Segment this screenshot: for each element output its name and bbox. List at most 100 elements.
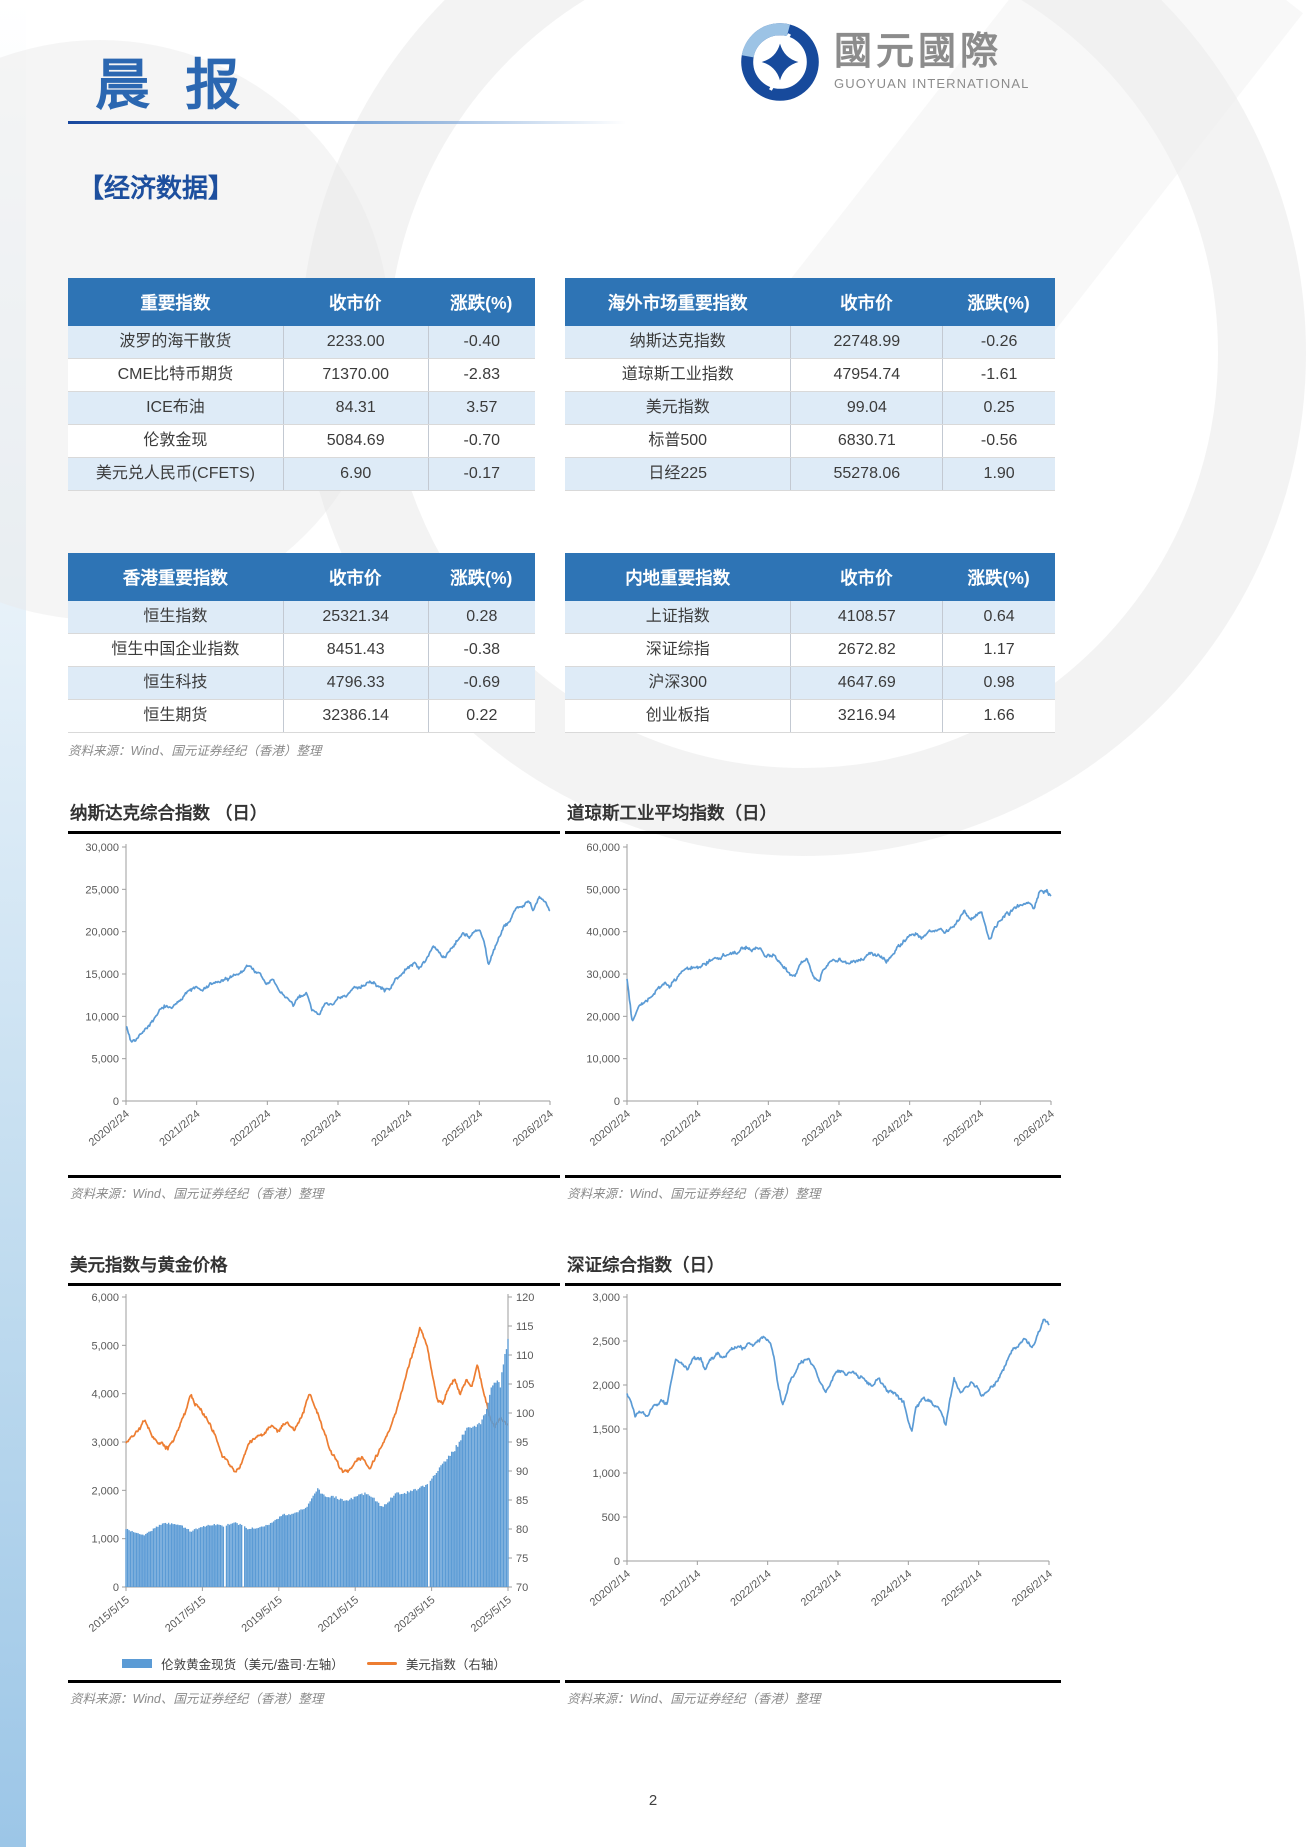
table-header-cell: 涨跌(%) [967,292,1030,313]
table-cell: 4796.33 [282,667,428,699]
table-cell: 恒生期货 [143,707,208,724]
table-cell: 波罗的海干散货 [119,333,232,350]
svg-text:6,000: 6,000 [91,1292,119,1304]
table-cell: 4647.69 [790,667,942,699]
table-cell: 99.04 [790,392,942,424]
table-row: 美元指数 99.04 0.25 [565,392,1055,425]
svg-text:2024/2/24: 2024/2/24 [369,1108,414,1149]
table-cell: -0.70 [427,425,535,457]
table-cell: 22748.99 [790,326,942,358]
table-row: 上证指数 4108.57 0.64 [565,601,1055,634]
table-cell: 84.31 [282,392,428,424]
table-row: 日经225 55278.06 1.90 [565,458,1055,491]
svg-text:2022/2/24: 2022/2/24 [729,1108,774,1149]
chart-bottom-rule [565,1680,1061,1683]
svg-text:2024/2/14: 2024/2/14 [869,1568,914,1609]
svg-text:0: 0 [614,1096,620,1108]
table-cell: 上证指数 [645,608,710,625]
left-gradient-band [0,0,26,1847]
table-cell: -0.40 [427,326,535,358]
chart-source-note: 资料来源：Wind、国元证券经纪（香港）整理 [70,1692,324,1706]
svg-text:110: 110 [516,1350,534,1362]
svg-text:75: 75 [516,1553,528,1565]
table-cell: 伦敦金现 [143,432,208,449]
svg-text:2025/2/14: 2025/2/14 [939,1568,984,1609]
chart-title-rule [68,831,560,834]
chart-title-rule [68,1283,560,1286]
svg-text:1,500: 1,500 [592,1424,620,1436]
svg-text:120: 120 [516,1292,534,1304]
gold-usd-chart-block: 美元指数与黄金价格 0 1,000 2,000 3,000 4,000 5,000 6,00… [68,1250,560,1712]
svg-text:2023/5/15: 2023/5/15 [392,1594,437,1635]
table-cell: -0.17 [427,458,535,490]
svg-text:2020/2/24: 2020/2/24 [588,1108,633,1149]
chart-title-szse: 深证综合指数（日） [567,1255,725,1275]
table-cell: 1.90 [942,458,1055,490]
table-row: 美元兑人民币(CFETS) 6.90 -0.17 [68,458,535,491]
table-cell: 0.28 [427,601,535,633]
index-table-1: 海外市场重要指数 收市价 涨跌(%) 纳斯达克指数 22748.99 -0.26 道琼斯工业… [565,278,1055,491]
table-header-row: 香港重要指数 收市价 涨跌(%) [68,553,535,601]
table-row: CME比特币期货 71370.00 -2.83 [68,359,535,392]
table-row: 伦敦金现 5084.69 -0.70 [68,425,535,458]
svg-text:2025/2/24: 2025/2/24 [440,1108,485,1149]
svg-text:500: 500 [602,1512,620,1524]
table-header-cell: 收市价 [328,567,382,588]
gold-usd-combo-chart: 0 1,000 2,000 3,000 4,000 5,000 6,000 70 75 80 85 9… [87,1292,535,1635]
svg-text:1,000: 1,000 [592,1468,620,1480]
svg-text:2021/2/14: 2021/2/14 [658,1568,703,1609]
svg-text:2025/2/24: 2025/2/24 [941,1108,986,1149]
table-row: 恒生期货 32386.14 0.22 [68,700,535,733]
dow-chart-block: 道琼斯工业平均指数（日） 0 10,000 20,000 30,000 40,000 50… [565,798,1061,1210]
svg-text:50,000: 50,000 [586,884,620,896]
table-cell: 25321.34 [282,601,428,633]
svg-text:2015/5/15: 2015/5/15 [87,1594,132,1635]
table-header-cell: 香港重要指数 [122,567,228,588]
svg-text:1,000: 1,000 [91,1534,119,1546]
svg-text:2022/2/24: 2022/2/24 [228,1108,273,1149]
table-cell: -1.61 [942,359,1055,391]
svg-text:2026/2/14: 2026/2/14 [1010,1568,1055,1609]
table-cell: 1.66 [942,700,1055,732]
svg-text:40,000: 40,000 [586,927,620,939]
svg-text:2,000: 2,000 [91,1485,119,1497]
chart-title-nasdaq: 纳斯达克综合指数 （日） [70,803,268,823]
svg-text:10,000: 10,000 [85,1011,119,1023]
svg-text:2017/5/15: 2017/5/15 [163,1594,208,1635]
section-title: 【经济数据】 [78,173,235,203]
table-row: 恒生指数 25321.34 0.28 [68,601,535,634]
table-row: 沪深300 4647.69 0.98 [565,667,1055,700]
svg-text:2023/2/14: 2023/2/14 [799,1568,844,1609]
company-logo: 國元國際 GUOYUAN INTERNATIONAL [740,22,1030,102]
table-cell: -0.38 [427,634,535,666]
chart-title-dow: 道琼斯工业平均指数（日） [567,803,777,823]
table-cell: 6830.71 [790,425,942,457]
svg-text:3,000: 3,000 [91,1437,119,1449]
table-cell: 恒生中国企业指数 [111,641,240,658]
svg-text:2022/2/14: 2022/2/14 [728,1568,773,1609]
svg-text:30,000: 30,000 [586,969,620,981]
chart-bottom-rule [68,1175,560,1178]
logo-name-cn: 國元國際 [834,31,1003,74]
table-cell: 道琼斯工业指数 [621,366,734,383]
index-table-0: 重要指数 收市价 涨跌(%) 波罗的海干散货 2233.00 -0.40 CME比特币期货 7… [68,278,535,491]
legend-gold-label: 伦敦黄金现货（美元/盎司·左轴） [161,1658,344,1672]
table-row: 恒生科技 4796.33 -0.69 [68,667,535,700]
svg-text:0: 0 [614,1556,620,1568]
table-cell: CME比特币期货 [117,366,234,383]
svg-text:2025/5/15: 2025/5/15 [469,1594,514,1635]
nasdaq-chart-block: 纳斯达克综合指数 （日） 0 5,000 10,000 15,000 20,000 25,… [68,798,560,1210]
logo-text: 國元國際 GUOYUAN INTERNATIONAL [834,31,1030,91]
svg-text:70: 70 [516,1582,528,1594]
svg-text:5,000: 5,000 [91,1054,119,1066]
table-cell: 2672.82 [790,634,942,666]
table-cell: 沪深300 [648,674,708,691]
svg-text:5,000: 5,000 [91,1340,119,1352]
svg-text:20,000: 20,000 [85,927,119,939]
index-table-2: 香港重要指数 收市价 涨跌(%) 恒生指数 25321.34 0.28 恒生中国企业指数 84… [68,553,535,733]
svg-text:115: 115 [516,1321,534,1333]
table-header-cell: 收市价 [840,292,893,313]
table-cell: 5084.69 [282,425,428,457]
table-cell: 美元兑人民币(CFETS) [95,465,255,482]
